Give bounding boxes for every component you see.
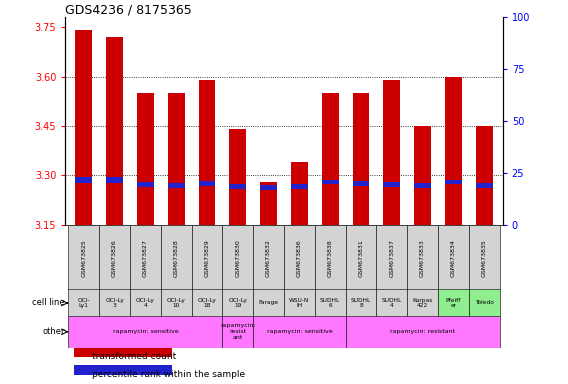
Bar xyxy=(253,225,284,290)
Text: GSM673835: GSM673835 xyxy=(482,239,487,276)
Bar xyxy=(469,225,500,290)
Text: transformed count: transformed count xyxy=(91,352,176,361)
Text: GSM673832: GSM673832 xyxy=(266,239,271,276)
Bar xyxy=(199,80,215,225)
Bar xyxy=(321,180,339,184)
Bar xyxy=(223,289,253,317)
Text: rapamycin: resistant: rapamycin: resistant xyxy=(390,329,455,334)
Text: GSM673828: GSM673828 xyxy=(174,239,179,276)
Bar xyxy=(414,126,431,225)
Text: Pfeiff
er: Pfeiff er xyxy=(446,298,461,308)
Bar xyxy=(291,162,308,225)
Text: GSM673830: GSM673830 xyxy=(235,239,240,276)
Bar xyxy=(229,129,247,225)
Bar xyxy=(469,289,500,317)
Bar xyxy=(345,316,500,348)
Text: GSM673829: GSM673829 xyxy=(204,239,210,276)
Text: OCI-Ly
10: OCI-Ly 10 xyxy=(167,298,186,308)
Bar xyxy=(106,37,123,225)
Bar xyxy=(68,289,99,317)
Text: GSM673836: GSM673836 xyxy=(297,239,302,276)
Bar xyxy=(191,289,223,317)
Bar xyxy=(68,225,99,290)
Bar xyxy=(161,289,191,317)
Bar xyxy=(438,225,469,290)
Text: OCI-Ly
4: OCI-Ly 4 xyxy=(136,298,155,308)
Text: OCI-Ly
19: OCI-Ly 19 xyxy=(228,298,247,308)
Text: Toledo: Toledo xyxy=(475,300,494,306)
Text: SUDHL
4: SUDHL 4 xyxy=(382,298,402,308)
Bar xyxy=(161,225,191,290)
Text: GSM673834: GSM673834 xyxy=(451,239,456,276)
Text: Karpas
422: Karpas 422 xyxy=(412,298,433,308)
Bar xyxy=(476,182,492,188)
Bar xyxy=(291,184,308,189)
Bar xyxy=(253,316,345,348)
Bar xyxy=(383,80,400,225)
Bar xyxy=(260,185,277,190)
Bar xyxy=(345,225,377,290)
Bar xyxy=(253,289,284,317)
Bar xyxy=(377,289,407,317)
Bar xyxy=(74,365,172,375)
Text: rapamycin: sensitive: rapamycin: sensitive xyxy=(112,329,178,334)
Bar xyxy=(321,93,339,225)
Bar xyxy=(284,289,315,317)
Bar xyxy=(438,289,469,317)
Bar xyxy=(191,225,223,290)
Text: other: other xyxy=(42,327,65,336)
Text: OCI-Ly
18: OCI-Ly 18 xyxy=(198,298,216,308)
Text: SUDHL
6: SUDHL 6 xyxy=(320,298,340,308)
Text: Farage: Farage xyxy=(258,300,278,306)
Bar xyxy=(284,225,315,290)
Bar xyxy=(199,181,215,186)
Bar xyxy=(407,289,438,317)
Text: SUDHL
8: SUDHL 8 xyxy=(351,298,371,308)
Text: rapamycin: sensitive: rapamycin: sensitive xyxy=(266,329,332,334)
Text: GSM673825: GSM673825 xyxy=(81,239,86,276)
Bar xyxy=(99,289,130,317)
Bar xyxy=(168,93,185,225)
Text: OCI-Ly
3: OCI-Ly 3 xyxy=(105,298,124,308)
Bar xyxy=(377,225,407,290)
Bar xyxy=(168,182,185,188)
Bar xyxy=(407,225,438,290)
Bar xyxy=(414,182,431,188)
Text: percentile rank within the sample: percentile rank within the sample xyxy=(91,370,245,379)
Text: WSU-N
IH: WSU-N IH xyxy=(289,298,310,308)
Bar xyxy=(260,182,277,225)
Bar xyxy=(476,126,492,225)
Bar xyxy=(76,30,92,225)
Text: GSM673838: GSM673838 xyxy=(328,239,333,276)
Bar xyxy=(130,289,161,317)
Bar xyxy=(315,225,345,290)
Bar xyxy=(315,289,345,317)
Bar xyxy=(229,184,247,189)
Bar xyxy=(137,182,154,187)
Bar xyxy=(106,177,123,183)
Bar xyxy=(223,225,253,290)
Text: GSM673833: GSM673833 xyxy=(420,239,425,276)
Text: GDS4236 / 8175365: GDS4236 / 8175365 xyxy=(65,3,192,16)
Text: GSM673831: GSM673831 xyxy=(358,239,364,276)
Bar xyxy=(137,93,154,225)
Bar xyxy=(76,177,92,183)
Text: rapamycin:
resist
ant: rapamycin: resist ant xyxy=(220,323,256,340)
Text: OCI-
Ly1: OCI- Ly1 xyxy=(77,298,90,308)
Bar xyxy=(345,289,377,317)
Text: GSM673827: GSM673827 xyxy=(143,239,148,276)
Bar xyxy=(223,316,253,348)
Bar xyxy=(353,181,369,186)
Text: cell line: cell line xyxy=(32,298,65,308)
Text: GSM673837: GSM673837 xyxy=(389,239,394,276)
Bar xyxy=(99,225,130,290)
Bar xyxy=(68,316,223,348)
Bar xyxy=(74,348,172,357)
Bar xyxy=(383,182,400,187)
Bar xyxy=(445,180,462,184)
Text: GSM673826: GSM673826 xyxy=(112,239,117,276)
Bar xyxy=(353,93,369,225)
Bar xyxy=(445,76,462,225)
Bar xyxy=(130,225,161,290)
